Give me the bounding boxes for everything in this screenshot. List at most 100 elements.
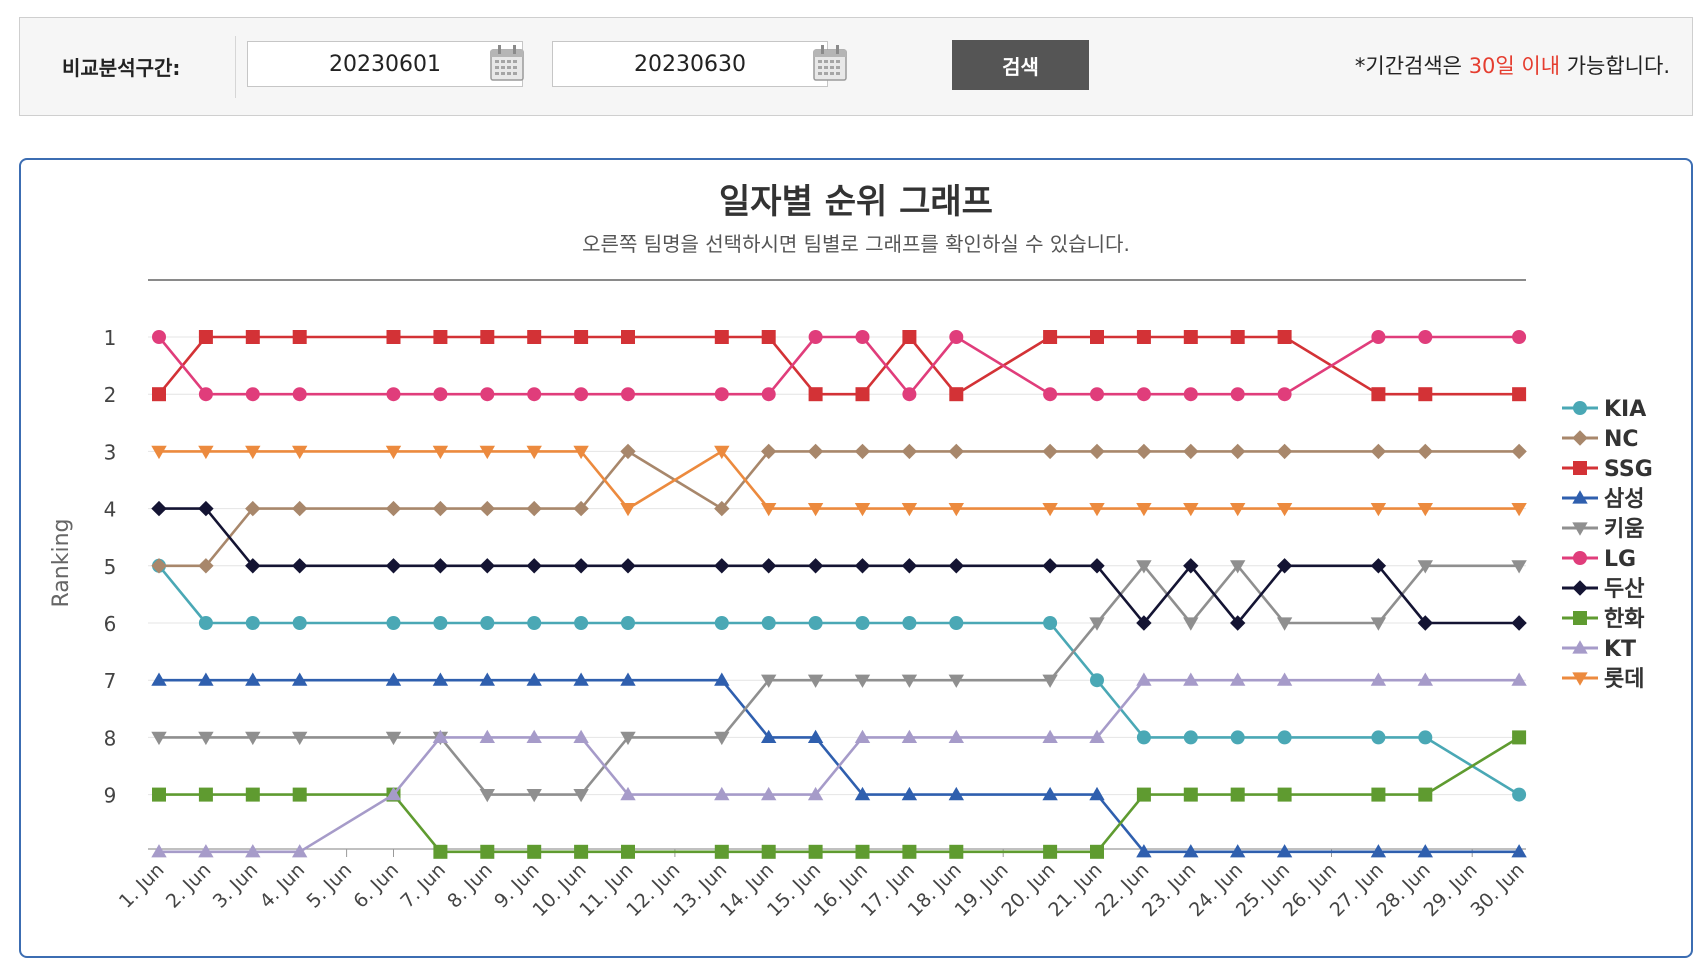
data-point (949, 616, 964, 630)
legend-item-삼성[interactable]: 삼성 (1562, 487, 1644, 512)
legend-item-한화[interactable]: 한화 (1562, 607, 1644, 632)
data-point (386, 330, 401, 344)
data-point (1136, 330, 1151, 344)
data-point (714, 330, 729, 344)
series-삼성 (151, 672, 1527, 858)
data-point (1136, 443, 1152, 460)
data-point (526, 729, 542, 743)
data-point (854, 674, 871, 688)
y-tick-label: 4 (104, 498, 117, 522)
data-point (1370, 844, 1387, 858)
x-tick-label: 1. Jun (115, 859, 169, 913)
data-point (245, 387, 260, 402)
data-point (1417, 615, 1433, 631)
data-point (479, 558, 495, 574)
legend-label: KT (1604, 637, 1636, 662)
series-KT (151, 672, 1527, 858)
data-point (1090, 673, 1104, 688)
chart-panel: 일자별 순위 그래프 오른쪽 팀명을 선택하시면 팀별로 그래프를 확인하실 수… (19, 158, 1693, 958)
x-tick-label: 5. Jun (302, 859, 356, 913)
y-axis-title: Ranking (49, 519, 74, 608)
data-point (807, 729, 824, 743)
data-point (855, 616, 870, 630)
data-point (1230, 615, 1246, 631)
data-point (948, 786, 964, 801)
data-point (901, 558, 918, 574)
data-point (1370, 617, 1387, 631)
legend-item-KT[interactable]: KT (1562, 637, 1636, 662)
legend-marker (1572, 580, 1588, 596)
data-point (807, 786, 824, 801)
data-point (385, 500, 402, 517)
legend-item-SSG[interactable]: SSG (1562, 457, 1653, 482)
data-point (1370, 443, 1387, 460)
legend-item-두산[interactable]: 두산 (1562, 577, 1644, 602)
data-point (574, 616, 589, 630)
start-date-input[interactable] (247, 41, 523, 87)
data-point (1042, 503, 1058, 517)
divider (235, 36, 236, 98)
data-point (1183, 844, 1199, 858)
data-point (1136, 503, 1152, 517)
data-point (292, 616, 307, 630)
search-button[interactable]: 검색 (952, 40, 1089, 90)
data-point (621, 387, 635, 402)
legend-item-롯데[interactable]: 롯데 (1562, 667, 1644, 692)
data-point (385, 445, 402, 460)
data-point (1230, 844, 1246, 858)
legend-label: 한화 (1604, 607, 1644, 632)
calendar-icon[interactable] (490, 44, 524, 82)
data-point (1511, 503, 1527, 517)
legend-label: 키움 (1604, 517, 1644, 542)
data-point (479, 789, 495, 803)
data-point (714, 500, 730, 517)
data-point (292, 558, 308, 574)
calendar-icon[interactable] (813, 44, 847, 82)
data-point (1418, 330, 1433, 344)
data-point (1090, 330, 1104, 344)
data-point (480, 330, 495, 344)
data-point (386, 616, 401, 630)
series-line (159, 678, 1520, 854)
data-point (1136, 672, 1152, 686)
legend-item-키움[interactable]: 키움 (1562, 517, 1644, 542)
legend-label: KIA (1604, 397, 1646, 422)
legend-item-LG[interactable]: LG (1562, 547, 1636, 572)
data-point (620, 558, 636, 574)
series-line (157, 335, 1520, 396)
data-point (948, 558, 964, 574)
data-point (151, 731, 167, 746)
legend-item-KIA[interactable]: KIA (1562, 397, 1646, 422)
data-point (432, 500, 449, 517)
end-date-input[interactable] (552, 41, 828, 87)
data-point (1417, 672, 1433, 686)
data-point (761, 330, 776, 344)
data-point (902, 330, 917, 344)
legend-marker (1572, 672, 1588, 686)
data-point (526, 445, 542, 460)
data-point (1370, 558, 1387, 574)
data-point (573, 445, 589, 460)
legend-item-NC[interactable]: NC (1562, 427, 1639, 452)
data-point (1042, 674, 1058, 688)
data-point (1043, 844, 1058, 859)
data-point (807, 674, 824, 688)
data-point (479, 500, 495, 517)
legend-label: NC (1604, 427, 1639, 452)
data-point (714, 387, 729, 402)
data-point (198, 672, 214, 686)
data-point (1230, 730, 1245, 745)
data-point (1043, 330, 1058, 344)
search-bar: 비교분석구간: ~ 검색 *기간검색은 30일 이내 가능합니다. (19, 17, 1693, 116)
data-point (198, 558, 214, 574)
data-point (714, 558, 730, 574)
data-point (807, 443, 824, 460)
data-point (949, 844, 964, 859)
data-point (1512, 387, 1527, 402)
data-point (854, 558, 871, 574)
x-tick-label: 30. Jun (1466, 859, 1528, 921)
data-point (1418, 387, 1433, 402)
data-point (1089, 443, 1105, 460)
data-point (1277, 730, 1292, 745)
